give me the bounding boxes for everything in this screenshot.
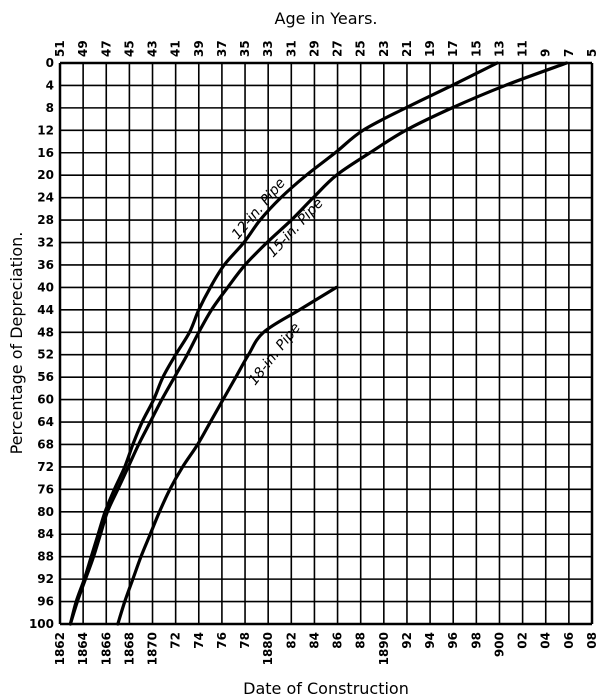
x-tick-label: 02 (516, 632, 530, 649)
curves (68, 61, 569, 626)
series-line-2 (116, 285, 339, 626)
y-tick-label: 56 (37, 370, 54, 384)
x2-tick-label: 45 (122, 40, 136, 57)
x2-tick-label: 33 (261, 40, 275, 57)
x-tick-label: 1880 (261, 632, 275, 665)
y-tick-label: 48 (37, 325, 54, 339)
x2-tick-label: 25 (354, 40, 368, 57)
x2-tick-label: 35 (238, 40, 252, 57)
x-tick-label: 1870 (146, 632, 160, 665)
y-tick-label: 52 (37, 348, 54, 362)
x2-tick-label: 17 (446, 40, 460, 57)
x2-tick-label: 47 (99, 40, 113, 57)
x-tick-label: 08 (585, 632, 599, 649)
x-tick-label: 88 (354, 632, 368, 649)
y-tick-label: 36 (37, 258, 54, 272)
x2-tick-label: 23 (377, 40, 391, 57)
x-tick-label: 900 (492, 632, 506, 657)
x2-tick-label: 19 (423, 40, 437, 57)
y-tick-label: 4 (46, 78, 54, 92)
x2-tick-label: 5 (585, 49, 599, 57)
tick-labels: 1862 1864 1866 1868 1870 72 74 76 78 1880 82 84 86 88… (29, 40, 599, 665)
x2-tick-label: 27 (331, 40, 345, 57)
x2-tick-label: 15 (469, 40, 483, 57)
x2-tick-label: 9 (539, 49, 553, 57)
x-tick-label: 96 (446, 632, 460, 649)
x-tick-label: 72 (169, 632, 183, 649)
x-tick-label: 98 (469, 632, 483, 649)
x2-tick-label: 41 (169, 40, 183, 57)
x-tick-label: 78 (238, 632, 252, 649)
y-tick-label: 68 (37, 437, 54, 451)
y-tick-label: 20 (37, 168, 54, 182)
y-tick-label: 28 (37, 213, 54, 227)
y-tick-label: 16 (37, 146, 54, 160)
x-tick-label: 1862 (53, 632, 67, 665)
x-tick-label: 82 (284, 632, 298, 649)
y-tick-label: 80 (37, 505, 54, 519)
x2-tick-label: 51 (53, 40, 67, 57)
x-tick-label: 92 (400, 632, 414, 649)
series-line-1 (68, 61, 569, 626)
y-tick-label: 72 (37, 460, 54, 474)
x-tick-label: 1868 (122, 632, 136, 665)
x2-axis-title: Age in Years. (275, 9, 378, 28)
x2-tick-label: 11 (516, 40, 530, 57)
x-tick-label: 1866 (99, 632, 113, 665)
x-axis-title: Date of Construction (243, 679, 409, 698)
y-tick-label: 92 (37, 572, 54, 586)
y-axis-title: Percentage of Depreciation. (7, 232, 26, 455)
y-tick-label: 64 (37, 415, 54, 429)
y-tick-label: 8 (46, 101, 54, 115)
y-tick-label: 12 (37, 123, 54, 137)
x2-tick-label: 49 (76, 40, 90, 57)
grid (58, 61, 594, 626)
x-tick-label: 94 (423, 632, 437, 649)
y-tick-label: 44 (37, 303, 54, 317)
x2-tick-label: 13 (492, 40, 506, 57)
y-tick-label: 0 (46, 56, 54, 70)
y-tick-label: 60 (37, 393, 54, 407)
x2-tick-label: 29 (307, 40, 321, 57)
y-tick-label: 76 (37, 482, 54, 496)
y-tick-label: 84 (37, 527, 54, 541)
x-tick-label: 1864 (76, 632, 90, 665)
x-tick-label: 86 (331, 632, 345, 649)
y-tick-label: 100 (29, 617, 54, 631)
y-tick-label: 24 (37, 191, 54, 205)
x-tick-label: 06 (562, 632, 576, 649)
x-tick-label: 84 (307, 632, 321, 649)
y-tick-label: 32 (37, 236, 54, 250)
x2-tick-label: 31 (284, 40, 298, 57)
x-tick-label: 1890 (377, 632, 391, 665)
y-tick-label: 88 (37, 550, 54, 564)
x-tick-label: 76 (215, 632, 229, 649)
y-tick-label: 40 (37, 280, 54, 294)
x2-tick-label: 21 (400, 40, 414, 57)
y-tick-label: 96 (37, 595, 54, 609)
x-tick-label: 04 (539, 632, 553, 649)
series-line-0 (68, 61, 499, 626)
x2-tick-label: 37 (215, 40, 229, 57)
x2-tick-label: 7 (562, 49, 576, 57)
x2-tick-label: 39 (192, 40, 206, 57)
x-tick-label: 74 (192, 632, 206, 649)
x2-tick-label: 43 (146, 40, 160, 57)
